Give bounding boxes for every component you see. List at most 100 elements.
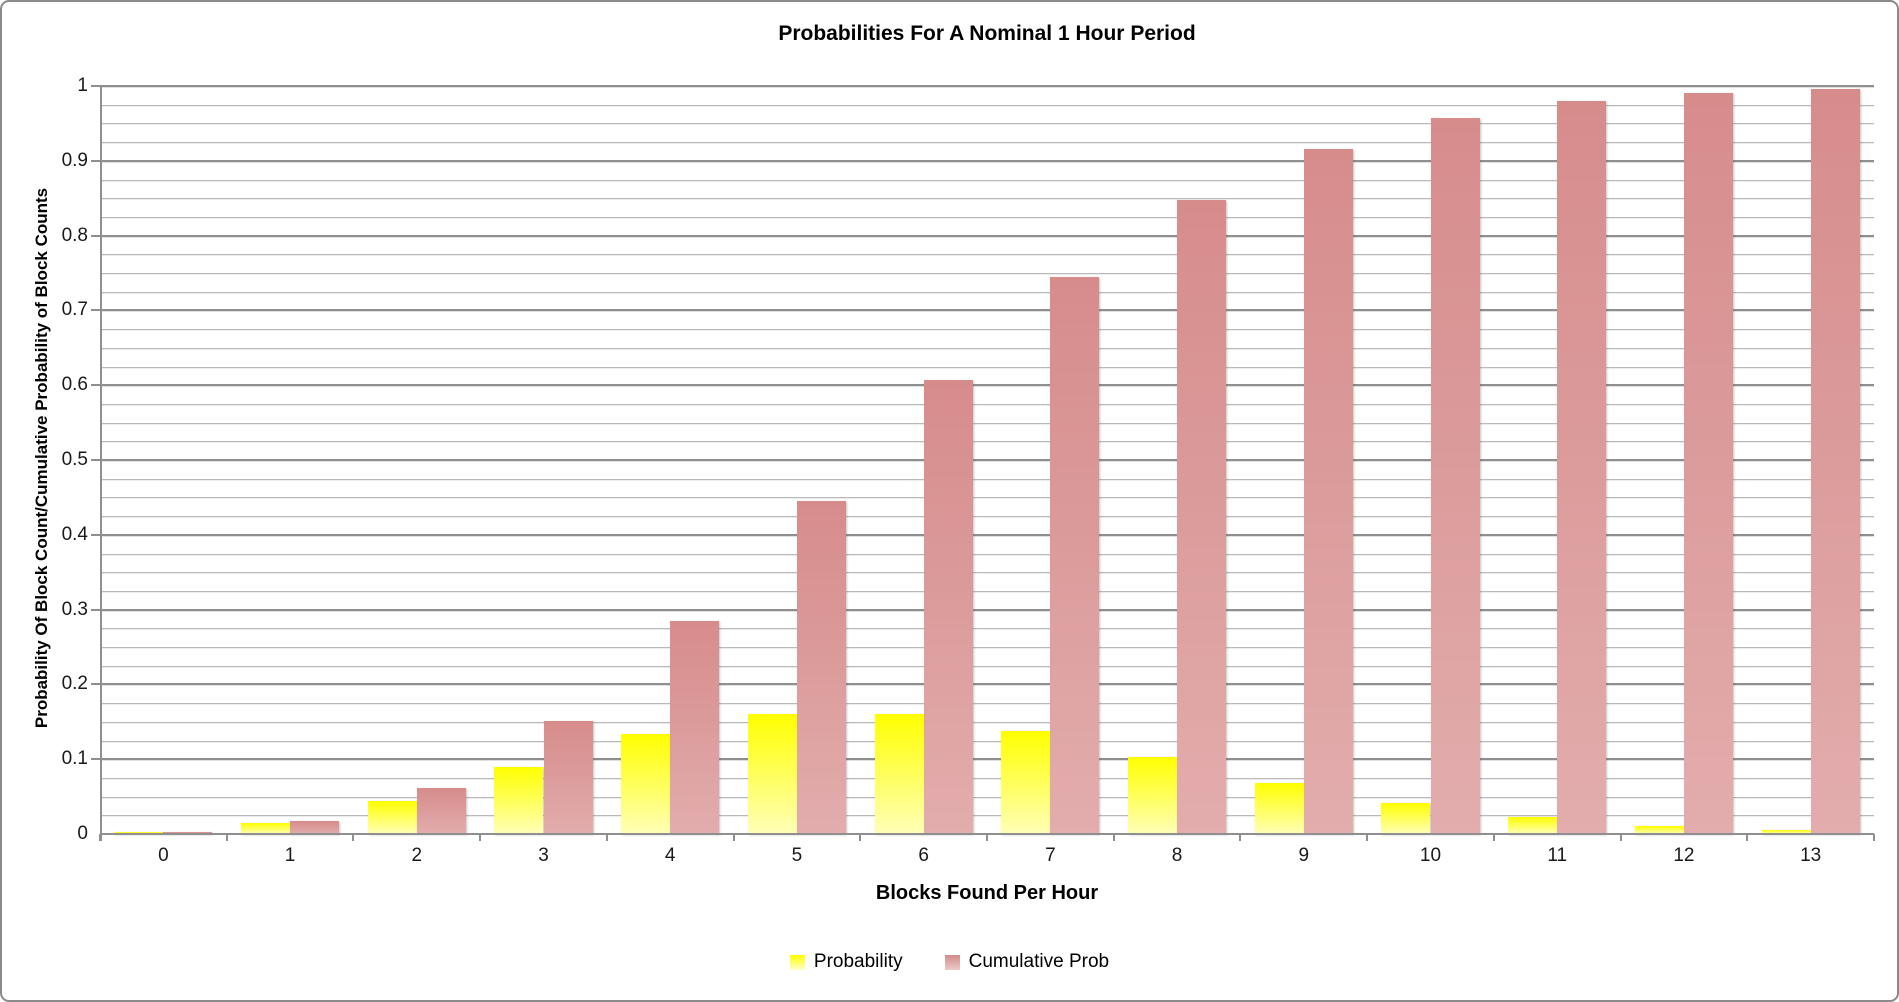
bar-probability-7 <box>1001 731 1051 834</box>
y-axis-tick <box>91 533 100 536</box>
x-axis-tick <box>1112 834 1115 841</box>
major-gridline <box>100 608 1874 611</box>
legend-item-probability: Probability <box>789 951 903 973</box>
x-tick-label-5: 5 <box>791 845 803 866</box>
plot-area <box>91 85 1875 841</box>
bar-probability-2 <box>367 801 417 834</box>
x-tick-label-9: 9 <box>1298 845 1310 866</box>
major-gridline <box>100 758 1874 761</box>
minor-gridline <box>100 179 1874 181</box>
minor-gridline <box>100 665 1874 667</box>
y-axis-tick <box>91 234 100 237</box>
minor-gridline <box>100 216 1874 218</box>
minor-gridline <box>100 497 1874 499</box>
minor-gridline <box>100 291 1874 293</box>
y-tick-label-0.2: 0.2 <box>61 673 88 695</box>
bar-probability-11 <box>1508 817 1558 834</box>
minor-gridline <box>100 572 1874 574</box>
y-tick-label-0.3: 0.3 <box>61 598 88 620</box>
minor-gridline <box>100 254 1874 256</box>
y-axis-tick <box>91 758 100 761</box>
bar-cumulative-prob-9 <box>1303 149 1353 834</box>
minor-gridline <box>100 590 1874 592</box>
x-axis-tick <box>1366 834 1369 841</box>
y-axis-tick <box>91 459 100 461</box>
x-axis-tick <box>352 834 355 841</box>
minor-gridline <box>100 777 1874 779</box>
minor-gridline <box>100 740 1874 742</box>
x-axis-tick <box>986 834 988 841</box>
x-tick-label-12: 12 <box>1673 845 1695 866</box>
minor-gridline <box>100 142 1874 144</box>
x-tick-label-6: 6 <box>918 845 929 866</box>
minor-gridline <box>100 366 1874 368</box>
bar-cumulative-prob-4 <box>670 621 720 834</box>
x-tick-label-10: 10 <box>1419 845 1442 866</box>
x-axis-tick <box>605 834 608 841</box>
x-axis-tick <box>1746 834 1749 841</box>
minor-gridline <box>100 815 1874 817</box>
y-tick-label-0: 0 <box>77 823 88 844</box>
y-axis-tick <box>91 683 100 686</box>
x-tick-label-4: 4 <box>664 845 676 866</box>
minor-gridline <box>100 516 1874 518</box>
x-tick-label-8: 8 <box>1171 845 1183 866</box>
bar-probability-9 <box>1254 783 1304 834</box>
bar-cumulative-prob-2 <box>416 788 466 834</box>
bar-probability-13 <box>1761 830 1811 834</box>
x-tick-label-11: 11 <box>1547 845 1568 866</box>
x-tick-label-3: 3 <box>538 845 549 866</box>
major-gridline <box>100 309 1874 312</box>
x-axis-tick <box>1239 834 1242 841</box>
bar-probability-8 <box>1128 757 1178 834</box>
y-axis-line <box>100 86 102 841</box>
y-axis-tick <box>91 85 100 87</box>
bar-cumulative-prob-13 <box>1810 89 1860 834</box>
major-gridline <box>100 384 1874 387</box>
major-gridline <box>100 533 1874 536</box>
bar-probability-12 <box>1634 826 1684 834</box>
x-axis-title: Blocks Found Per Hour <box>875 882 1099 904</box>
y-axis-tick <box>91 309 100 312</box>
chart-title: Probabilities For A Nominal 1 Hour Perio… <box>778 22 1196 45</box>
y-tick-label-0.1: 0.1 <box>61 748 88 770</box>
x-tick-labels: 0 1 2 3 4 5 6 7 8 9 10 11 12 13 <box>100 845 1874 871</box>
minor-gridline <box>100 553 1874 555</box>
y-axis-tick <box>91 608 100 611</box>
minor-gridline <box>100 422 1874 424</box>
bar-cumulative-prob-3 <box>543 721 593 834</box>
major-gridline <box>100 683 1874 686</box>
bar-cumulative-prob-12 <box>1683 93 1733 834</box>
probability-swatch-icon <box>789 954 805 970</box>
y-tick-labels: 0 0.1 0.2 0.3 0.4 0.5 0.6 0.7 0.8 0.9 1 <box>2 75 88 844</box>
cumulative-swatch-icon <box>944 954 960 970</box>
minor-gridline <box>100 273 1874 274</box>
major-gridline <box>100 159 1874 162</box>
legend-label-cumulative: Cumulative Prob <box>968 951 1110 972</box>
bar-probability-10 <box>1381 803 1431 834</box>
minor-gridline <box>100 329 1874 331</box>
x-axis-tick <box>1873 834 1875 841</box>
minor-gridline <box>100 198 1874 200</box>
bar-cumulative-prob-7 <box>1050 277 1100 834</box>
legend: Probability Cumulative Prob <box>2 951 1897 973</box>
x-tick-label-13: 13 <box>1800 845 1822 866</box>
x-tick-label-2: 2 <box>411 845 423 866</box>
bar-probability-6 <box>874 714 924 834</box>
bar-cumulative-prob-8 <box>1177 200 1227 834</box>
y-tick-label-0.9: 0.9 <box>61 149 88 171</box>
bar-probability-3 <box>494 767 544 834</box>
minor-gridline <box>100 721 1874 723</box>
x-axis-tick <box>1619 834 1622 841</box>
major-gridline <box>100 459 1874 461</box>
bar-probability-5 <box>747 714 797 834</box>
bar-cumulative-prob-5 <box>796 501 846 834</box>
y-tick-label-0.8: 0.8 <box>61 224 88 246</box>
bar-cumulative-prob-6 <box>923 380 973 834</box>
minor-gridline <box>100 441 1874 443</box>
minor-gridline <box>100 647 1874 648</box>
x-axis-tick <box>1492 834 1495 841</box>
major-gridline <box>100 234 1874 237</box>
y-tick-label-0.4: 0.4 <box>61 523 88 545</box>
